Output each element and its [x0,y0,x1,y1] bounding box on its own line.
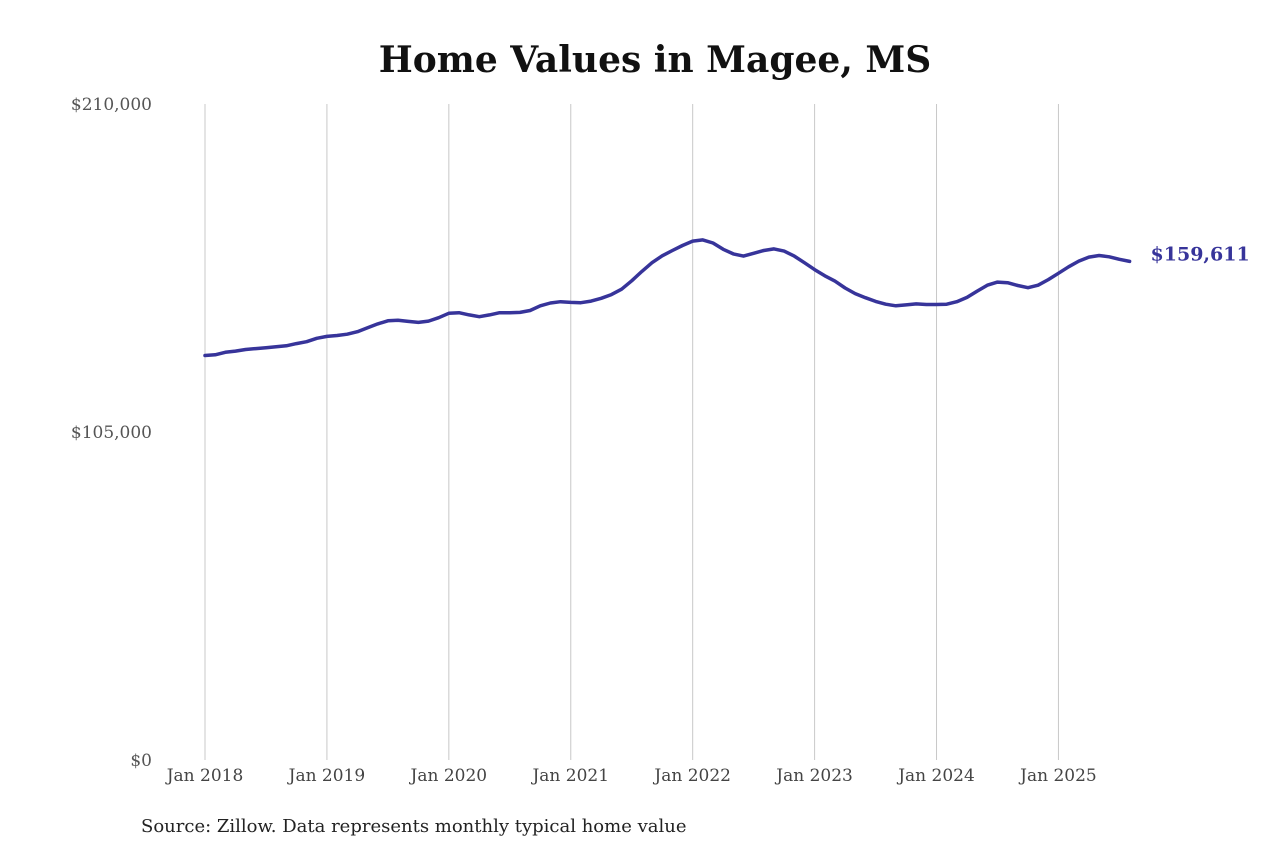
end-value-label: $159,611 [1151,243,1250,265]
x-tick-label: Jan 2022 [652,766,731,786]
source-note: Source: Zillow. Data represents monthly … [141,816,687,837]
y-tick-label: $105,000 [71,423,152,443]
y-axis-ticks: $0 $105,000 $210,000 [71,95,152,771]
y-tick-label: $0 [130,751,152,771]
x-tick-label: Jan 2023 [774,766,853,786]
x-tick-label: Jan 2021 [530,766,609,786]
x-tick-label: Jan 2024 [896,766,975,786]
x-tick-label: Jan 2019 [287,766,366,786]
y-tick-label: $210,000 [71,95,152,115]
x-tick-label: Jan 2018 [165,766,244,786]
data-points [204,238,1132,357]
series-line-home-value [203,238,1132,358]
x-tick-label: Jan 2020 [409,766,488,786]
x-tick-label: Jan 2025 [1018,766,1097,786]
chart-title: Home Values in Magee, MS [379,39,932,81]
gridlines [204,104,1059,760]
x-axis-ticks: Jan 2018 Jan 2019 Jan 2020 Jan 2021 Jan 2022… [165,766,1097,786]
